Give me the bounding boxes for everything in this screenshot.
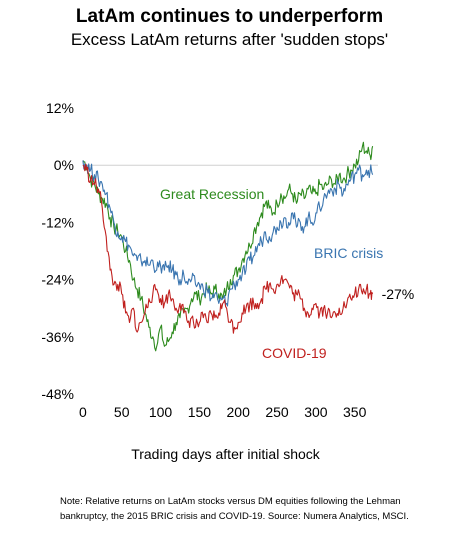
series-label-great-recession: Great Recession: [160, 186, 264, 202]
x-tick-label: 350: [343, 404, 367, 420]
y-tick-label: -36%: [41, 329, 74, 345]
x-tick-label: 250: [265, 404, 289, 420]
chart-subtitle: Excess LatAm returns after 'sudden stops…: [70, 30, 389, 49]
x-tick-label: 100: [149, 404, 173, 420]
series-line-covid-19: [82, 163, 374, 334]
series-line-bric-crisis: [82, 160, 374, 307]
y-tick-label: -12%: [41, 214, 74, 230]
x-tick-label: 300: [304, 404, 328, 420]
y-tick-label: 12%: [46, 100, 74, 116]
x-tick-label: 150: [188, 404, 212, 420]
x-tick-label: 50: [114, 404, 130, 420]
chart-title: LatAm continues to underperform: [75, 6, 384, 27]
chart-note: Note: Relative returns on LatAm stocks v…: [60, 496, 409, 522]
series-end-label: -27%: [382, 286, 415, 302]
series-label-bric-crisis: BRIC crisis: [314, 245, 383, 261]
series-line-great-recession: [82, 141, 374, 352]
series-label-covid-19: COVID-19: [262, 345, 327, 361]
x-tick-label: 200: [227, 404, 251, 420]
y-tick-label: -24%: [41, 272, 74, 288]
x-tick-label: 0: [79, 404, 87, 420]
y-tick-label: -48%: [41, 386, 74, 402]
y-tick-label: 0%: [54, 157, 74, 173]
x-axis-title: Trading days after initial shock: [131, 446, 321, 462]
